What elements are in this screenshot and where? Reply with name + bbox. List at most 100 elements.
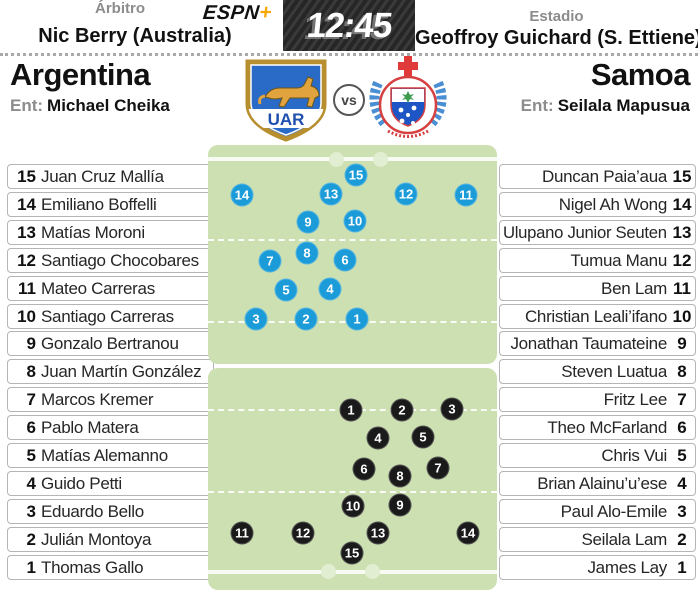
player-number: 11 (673, 278, 691, 298)
player-number: 6 (26, 417, 36, 437)
match-clock: 12:45 (283, 0, 415, 51)
roster-row-away: Theo McFarland 6 (499, 415, 696, 440)
player-number: 1 (677, 557, 687, 577)
player-name: Gonzalo Bertranou (41, 333, 179, 353)
roster-row-away: Nigel Ah Wong 14 (499, 192, 696, 217)
player-name: Juan Cruz Mallía (41, 166, 164, 186)
player-name: James Lay (587, 557, 667, 577)
roster-row-away: Christian Leali’ifano 10 (499, 304, 696, 329)
roster-row-away: Chris Vui 5 (499, 443, 696, 468)
player-number: 3 (677, 501, 687, 521)
roster-row-away: James Lay 1 (499, 555, 696, 580)
player-number: 14 (672, 194, 692, 214)
player-name: Nigel Ah Wong (558, 194, 667, 214)
roster-row-home: 2 Julián Montoya (7, 527, 214, 552)
player-number: 13 (672, 222, 692, 242)
player-number: 6 (677, 417, 687, 437)
field-dashed-line (208, 239, 497, 241)
home-crest-icon: UAR (241, 59, 331, 143)
stadium-label: Estadio (529, 8, 584, 25)
stadium-name: Geoffroy Guichard (S. Ettiene) (415, 27, 698, 49)
player-name: Emiliano Boffelli (41, 194, 157, 214)
player-name: Guido Petti (41, 473, 122, 493)
player-number: 9 (26, 333, 36, 353)
player-number: 1 (26, 557, 36, 577)
player-name: Santiago Chocobares (41, 250, 199, 270)
player-number: 8 (26, 361, 36, 381)
home-crest-label: UAR (268, 110, 305, 129)
try-line (208, 157, 497, 161)
player-name: Seilala Lam (581, 529, 667, 549)
player-name: Tumua Manu (570, 250, 667, 270)
player-number: 7 (26, 389, 36, 409)
player-number: 3 (26, 501, 36, 521)
roster-row-away: Tumua Manu 12 (499, 248, 696, 273)
goal-post-dot (329, 152, 344, 167)
espn-logo-text: ESPN (201, 2, 261, 24)
roster-row-home: 5 Matías Alemanno (7, 443, 214, 468)
pitch-top-half (208, 145, 497, 364)
roster-row-away: Jonathan Taumateine 9 (499, 331, 696, 356)
roster-row-home: 7 Marcos Kremer (7, 387, 214, 412)
roster-row-home: 1 Thomas Gallo (7, 555, 214, 580)
field-dashed-line (208, 491, 497, 493)
player-number: 2 (26, 529, 36, 549)
player-name: Pablo Matera (41, 417, 139, 437)
player-name: Paul Alo-Emile (560, 501, 667, 521)
goal-post-dot (321, 564, 336, 579)
player-name: Ulupano Junior Seuteni (503, 222, 667, 242)
roster-row-home: 4 Guido Petti (7, 471, 214, 496)
espn-plus-logo-icon: ESPN+ (202, 1, 274, 25)
player-number: 4 (677, 473, 687, 493)
goal-post-dot (373, 152, 388, 167)
player-number: 10 (17, 306, 36, 326)
roster-row-away: Steven Luatua 8 (499, 359, 696, 384)
roster-row-home: 10 Santiago Carreras (7, 304, 214, 329)
roster-row-home: 13 Matías Moroni (7, 220, 214, 245)
roster-row-away: Fritz Lee 7 (499, 387, 696, 412)
player-name: Chris Vui (601, 445, 667, 465)
referee-label: Árbitro (95, 0, 145, 17)
away-crest-icon (364, 55, 452, 143)
roster-row-home: 3 Eduardo Bello (7, 499, 214, 524)
player-name: Eduardo Bello (41, 501, 144, 521)
roster-row-home: 15 Juan Cruz Mallía (7, 164, 214, 189)
versus-badge: vs (333, 84, 365, 116)
player-number: 5 (677, 445, 687, 465)
player-number: 11 (18, 278, 36, 298)
roster-row-home: 6 Pablo Matera (7, 415, 214, 440)
player-number: 7 (677, 389, 687, 409)
away-coach-label: Ent: (520, 96, 554, 115)
player-name: Duncan Paia’aua (542, 166, 667, 186)
player-name: Santiago Carreras (41, 306, 174, 326)
referee-name: Nic Berry (Australia) (38, 25, 232, 47)
player-number: 2 (677, 529, 687, 549)
try-line (208, 570, 497, 574)
home-coach-line: Ent: Michael Cheika (10, 96, 170, 116)
player-name: Brian Alainu’u’ese (537, 473, 667, 493)
player-name: Thomas Gallo (41, 557, 144, 577)
field-dashed-line (208, 321, 497, 323)
roster-row-home: 9 Gonzalo Bertranou (7, 331, 214, 356)
player-number: 12 (672, 250, 692, 270)
roster-row-away: Duncan Paia’aua 15 (499, 164, 696, 189)
player-number: 12 (17, 250, 36, 270)
player-number: 15 (17, 166, 36, 186)
player-name: Ben Lam (601, 278, 667, 298)
player-number: 8 (677, 361, 687, 381)
roster-row-away: Ulupano Junior Seuteni 13 (499, 220, 696, 245)
away-coach-name: Seilala Mapusua (557, 96, 690, 115)
player-name: Theo McFarland (547, 417, 667, 437)
player-name: Marcos Kremer (41, 389, 154, 409)
player-number: 9 (677, 333, 687, 353)
player-name: Christian Leali’ifano (524, 306, 667, 326)
player-number: 4 (26, 473, 36, 493)
player-name: Fritz Lee (603, 389, 667, 409)
roster-row-home: 8 Juan Martín González (7, 359, 214, 384)
home-coach-name: Michael Cheika (47, 96, 170, 115)
player-number: 13 (17, 222, 36, 242)
roster-row-away: Paul Alo-Emile 3 (499, 499, 696, 524)
player-name: Matías Moroni (41, 222, 145, 242)
player-name: Juan Martín González (41, 361, 202, 381)
